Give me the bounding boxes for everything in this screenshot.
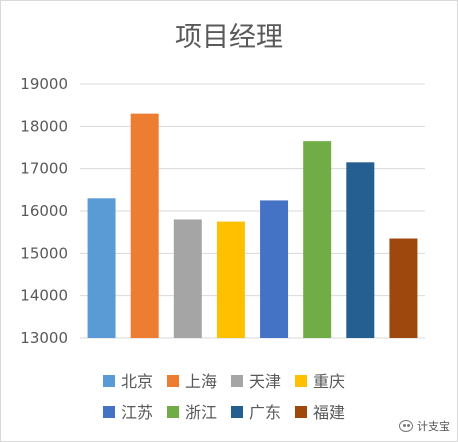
legend-swatch [103, 375, 115, 387]
bar-8 [389, 238, 418, 338]
bar-4 [216, 221, 245, 338]
bar-1 [87, 198, 116, 338]
legend-swatch [231, 406, 243, 418]
legend-label: 天津 [249, 372, 281, 391]
legend-swatch [103, 406, 115, 418]
legend-label: 江苏 [121, 403, 153, 422]
y-tick-label: 17000 [20, 160, 68, 178]
legend-label: 福建 [313, 403, 345, 422]
legend-swatch [231, 375, 243, 387]
bar-5 [260, 200, 289, 338]
bar-2 [130, 113, 159, 338]
legend-label: 浙江 [185, 403, 217, 422]
watermark-text: 计支宝 [417, 420, 450, 433]
y-tick-label: 19000 [20, 75, 68, 93]
legend-swatch [167, 375, 179, 387]
y-tick-label: 13000 [20, 329, 68, 347]
wechat-icon [399, 420, 413, 432]
legend-label: 北京 [121, 372, 153, 391]
y-tick-label: 15000 [20, 244, 68, 262]
legend-swatch [295, 375, 307, 387]
legend-swatch [295, 406, 307, 418]
y-tick-label: 18000 [20, 117, 68, 135]
bar-3 [173, 219, 202, 338]
bars [87, 113, 418, 338]
chart-title: 项目经理 [175, 22, 283, 53]
y-tick-label: 14000 [20, 287, 68, 305]
legend-label: 广东 [249, 403, 281, 422]
y-axis-ticks: 13000 14000 15000 16000 17000 18000 19000 [20, 75, 68, 347]
legend-label: 上海 [185, 372, 217, 391]
bar-6 [303, 141, 332, 338]
legend-label: 重庆 [313, 372, 345, 391]
bar-7 [346, 162, 375, 338]
legend-swatch [167, 406, 179, 418]
y-tick-label: 16000 [20, 202, 68, 220]
watermark: 计支宝 [399, 418, 450, 434]
